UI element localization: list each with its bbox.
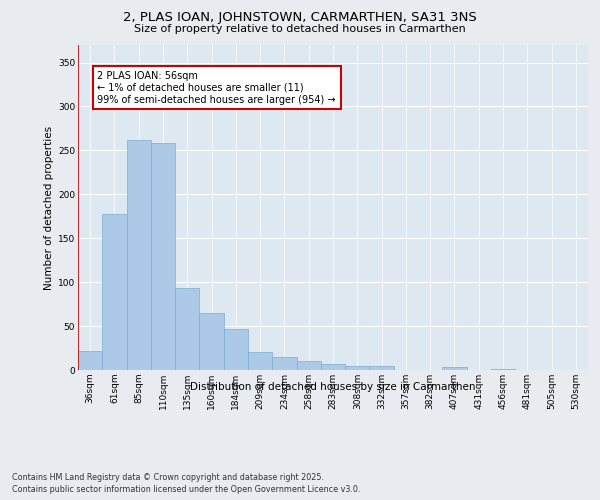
Bar (127, 140, 151, 370)
Bar (102, 214, 127, 370)
Text: Distribution of detached houses by size in Carmarthen: Distribution of detached houses by size … (190, 382, 476, 392)
Bar (345, 366, 370, 370)
Bar (224, 328, 248, 370)
Bar (151, 144, 175, 370)
Bar (321, 364, 345, 370)
Bar (248, 352, 272, 370)
Bar (370, 366, 394, 370)
Bar (78, 350, 102, 370)
Bar (491, 369, 515, 370)
Bar (296, 361, 321, 370)
Text: Size of property relative to detached houses in Carmarthen: Size of property relative to detached ho… (134, 24, 466, 34)
Y-axis label: Number of detached properties: Number of detached properties (44, 126, 54, 290)
Bar (442, 368, 467, 370)
Bar (175, 288, 199, 370)
Bar (199, 313, 224, 370)
Bar (272, 357, 296, 370)
Text: 2, PLAS IOAN, JOHNSTOWN, CARMARTHEN, SA31 3NS: 2, PLAS IOAN, JOHNSTOWN, CARMARTHEN, SA3… (123, 11, 477, 24)
Text: Contains HM Land Registry data © Crown copyright and database right 2025.: Contains HM Land Registry data © Crown c… (12, 472, 324, 482)
Text: 2 PLAS IOAN: 56sqm
← 1% of detached houses are smaller (11)
99% of semi-detached: 2 PLAS IOAN: 56sqm ← 1% of detached hous… (97, 72, 336, 104)
Text: Contains public sector information licensed under the Open Government Licence v3: Contains public sector information licen… (12, 485, 361, 494)
